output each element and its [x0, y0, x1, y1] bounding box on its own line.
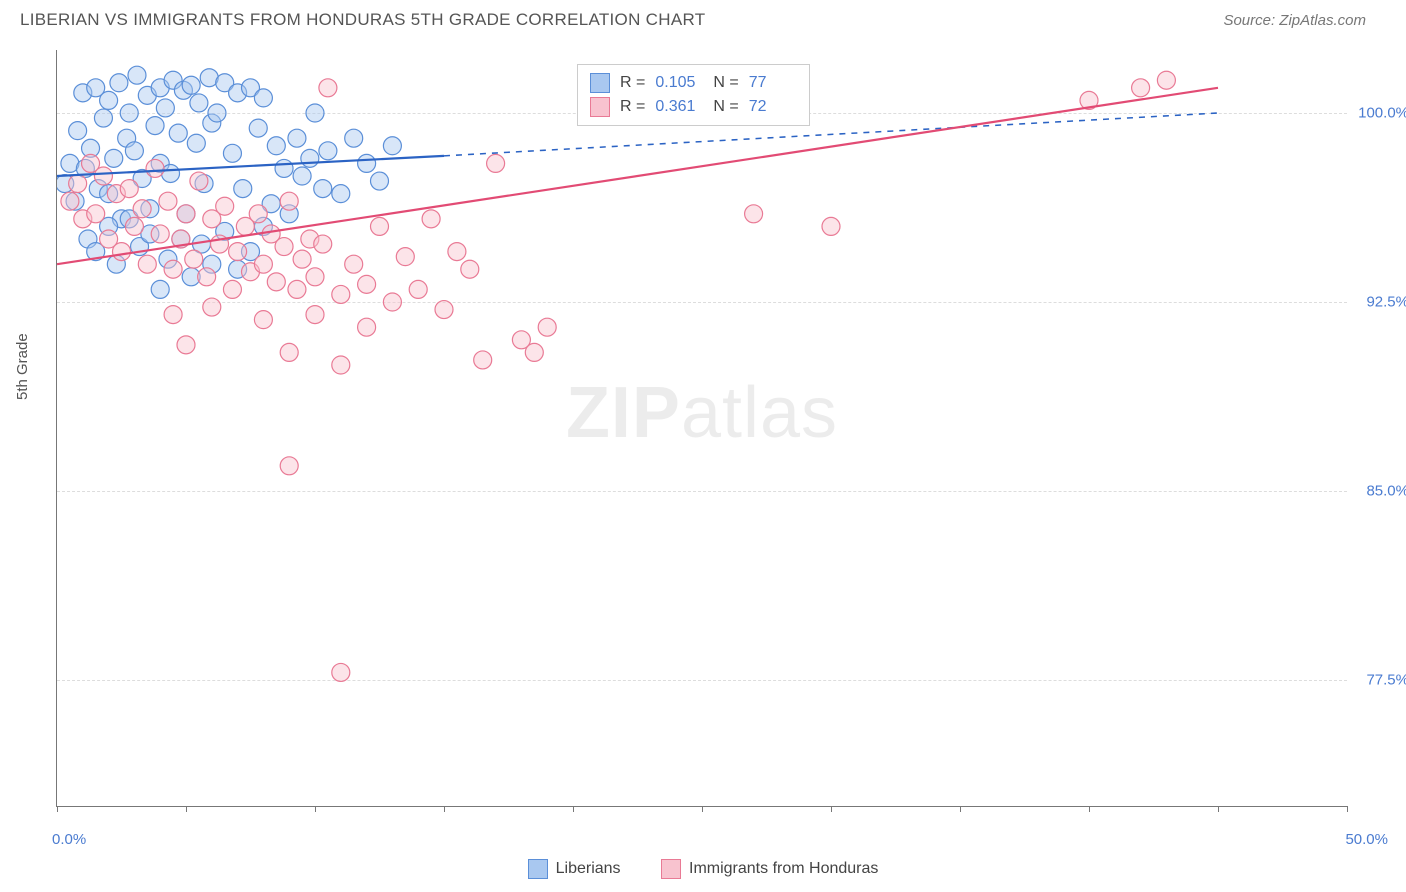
x-axis-max-label: 50.0%	[1345, 831, 1388, 848]
y-tick-label: 85.0%	[1366, 483, 1406, 500]
x-axis-min-label: 0.0%	[52, 831, 86, 848]
legend-label-liberians: Liberians	[556, 860, 621, 878]
scatter-plot-svg	[57, 50, 1347, 806]
r-value-liberians: 0.105	[655, 74, 703, 92]
r-value-honduras: 0.361	[655, 98, 703, 116]
swatch-honduras	[590, 97, 610, 117]
y-tick-label: 77.5%	[1366, 672, 1406, 689]
source-text: Source: ZipAtlas.com	[1223, 12, 1366, 29]
legend-item-liberians: Liberians	[528, 859, 621, 879]
legend-row-liberians: R = 0.105 N = 77	[590, 71, 797, 95]
swatch-liberians-icon	[528, 859, 548, 879]
n-value-honduras: 72	[749, 98, 797, 116]
y-axis-label: 5th Grade	[14, 333, 31, 400]
n-label: N =	[713, 74, 738, 92]
y-tick-label: 92.5%	[1366, 294, 1406, 311]
n-value-liberians: 77	[749, 74, 797, 92]
swatch-honduras-icon	[661, 859, 681, 879]
chart-plot-area: R = 0.105 N = 77 R = 0.361 N = 72 ZIPatl…	[56, 50, 1347, 807]
correlation-legend: R = 0.105 N = 77 R = 0.361 N = 72	[577, 64, 810, 126]
series-legend: Liberians Immigrants from Honduras	[0, 859, 1406, 884]
r-label: R =	[620, 74, 645, 92]
chart-title: LIBERIAN VS IMMIGRANTS FROM HONDURAS 5TH…	[20, 10, 705, 30]
legend-item-honduras: Immigrants from Honduras	[661, 859, 878, 879]
n-label: N =	[713, 98, 738, 116]
r-label: R =	[620, 98, 645, 116]
legend-label-honduras: Immigrants from Honduras	[689, 860, 878, 878]
legend-row-honduras: R = 0.361 N = 72	[590, 95, 797, 119]
y-tick-label: 100.0%	[1358, 105, 1406, 122]
swatch-liberians	[590, 73, 610, 93]
